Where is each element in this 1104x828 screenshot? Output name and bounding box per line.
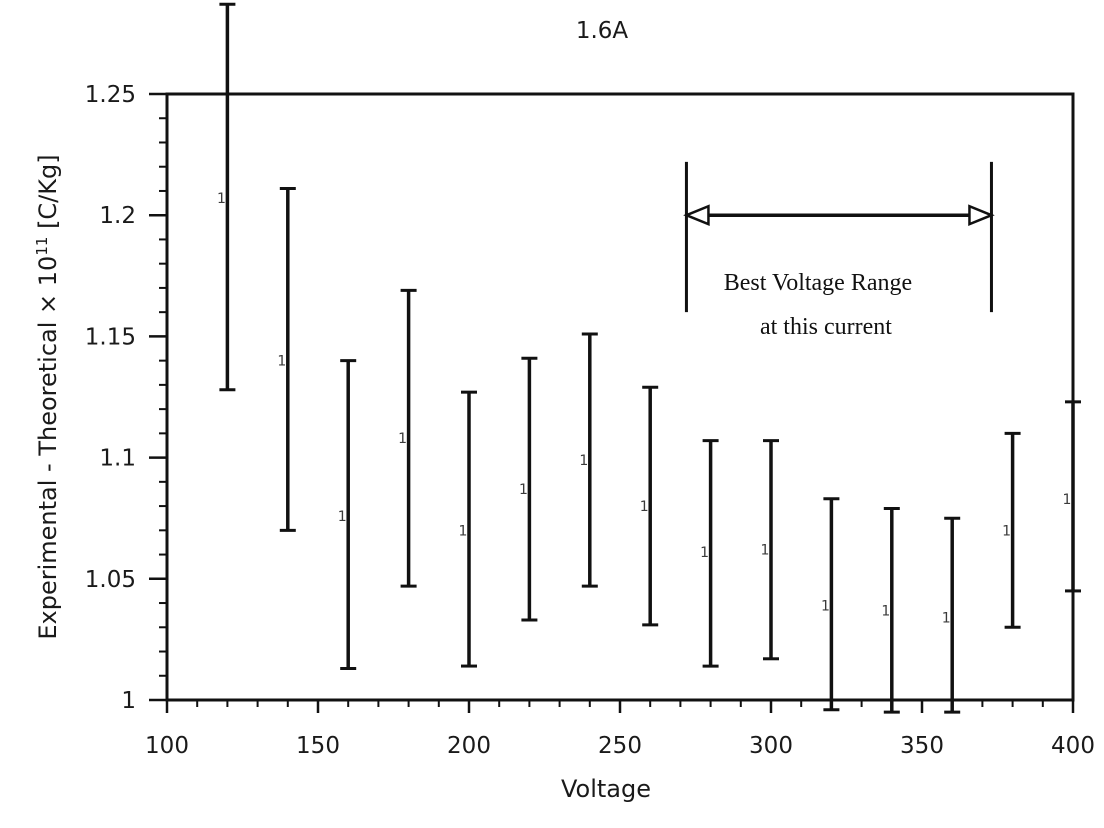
y-axis-title-suffix: [C/Kg] — [34, 154, 62, 236]
error-bar — [461, 390, 477, 668]
error-bar — [883, 507, 900, 714]
data-point-marker: 1 — [459, 523, 468, 539]
range-arrowhead-left — [683, 204, 710, 227]
x-tick-label: 150 — [296, 733, 340, 759]
data-point-marker: 1 — [821, 598, 830, 614]
data-point-marker: 1 — [942, 611, 951, 627]
data-point-marker: 1 — [338, 509, 347, 525]
error-bar — [1004, 431, 1021, 629]
x-tick-label: 300 — [749, 733, 793, 759]
y-tick-label: 1.05 — [85, 567, 136, 593]
x-tick-label: 350 — [900, 733, 944, 759]
error-bar — [521, 356, 538, 622]
y-tick-label: 1 — [121, 688, 136, 714]
error-bars — [219, 2, 1081, 714]
range-arrowhead-right — [968, 204, 995, 227]
data-point-marker: 1 — [277, 354, 286, 370]
data-point-marker: 1 — [217, 191, 226, 207]
plot-frame — [165, 92, 1075, 702]
chart-title: 1.6A — [576, 18, 629, 44]
error-bar — [400, 288, 417, 588]
y-tick-label: 1.2 — [99, 203, 136, 229]
x-tick-label: 100 — [145, 733, 189, 759]
y-axis-title: Experimental - Theoretical × 1011 [C/Kg] — [33, 154, 62, 639]
best-range-annotation: Best Voltage Range at this current — [683, 161, 995, 340]
error-bar — [944, 516, 961, 714]
data-point-marker: 1 — [700, 545, 709, 561]
data-point-marker: 1 — [579, 453, 588, 469]
data-point-marker: 1 — [1063, 492, 1072, 508]
x-axis-title: Voltage — [561, 775, 651, 803]
point-markers: 1 1 1 1 1 1 1 1 1 1 1 1 1 1 1 — [217, 191, 1072, 626]
error-bar — [642, 385, 659, 627]
x-tick-label: 250 — [598, 733, 642, 759]
data-point-marker: 1 — [398, 431, 407, 447]
major-ticks — [149, 92, 1075, 713]
data-point-marker: 1 — [640, 499, 649, 515]
annotation-line-2: at this current — [760, 314, 892, 340]
x-tick-labels: 100 150 200 250 300 350 400 — [145, 733, 1095, 759]
data-point-marker: 1 — [1002, 523, 1011, 539]
minor-ticks — [159, 117, 1044, 707]
y-tick-label: 1.1 — [99, 446, 136, 472]
error-bar — [279, 187, 296, 532]
y-tick-labels: 1 1.05 1.1 1.15 1.2 1.25 — [85, 82, 136, 714]
x-tick-label: 200 — [447, 733, 491, 759]
y-axis-title-exponent: 11 — [33, 237, 51, 256]
data-point-marker: 1 — [761, 543, 770, 559]
data-point-marker: 1 — [519, 482, 528, 498]
x-tick-label: 400 — [1051, 733, 1095, 759]
y-axis-title-prefix: Experimental - Theoretical × 10 — [34, 256, 62, 640]
error-bar — [1065, 400, 1081, 593]
error-bar — [823, 497, 840, 712]
data-point-marker: 1 — [881, 603, 890, 619]
error-bar — [581, 332, 598, 588]
error-bar — [702, 439, 719, 668]
y-tick-label: 1.15 — [85, 324, 136, 350]
error-bar — [219, 2, 236, 392]
annotation-line-1: Best Voltage Range — [724, 270, 912, 296]
y-tick-label: 1.25 — [85, 82, 136, 108]
error-bar — [340, 359, 357, 670]
error-bar — [763, 439, 779, 661]
